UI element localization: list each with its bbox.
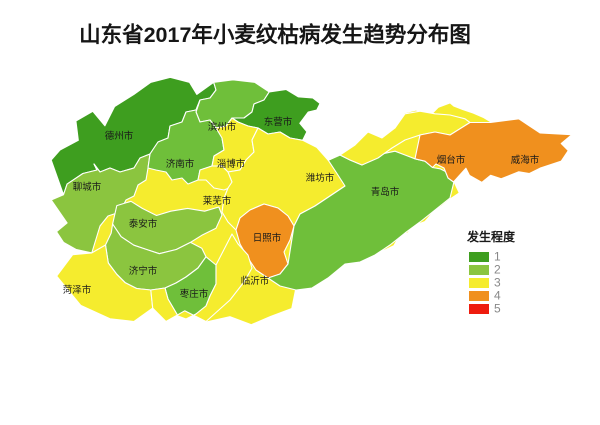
svg-text:临沂市: 临沂市 — [241, 275, 270, 287]
svg-text:烟台市: 烟台市 — [437, 154, 466, 166]
svg-text:青岛市: 青岛市 — [371, 186, 400, 198]
svg-text:威海市: 威海市 — [511, 154, 540, 166]
svg-text:山东省2017年小麦纹枯病发生趋势分布图: 山东省2017年小麦纹枯病发生趋势分布图 — [79, 22, 471, 47]
svg-text:东营市: 东营市 — [264, 116, 293, 128]
svg-text:聊城市: 聊城市 — [73, 181, 102, 193]
svg-text:枣庄市: 枣庄市 — [180, 288, 209, 300]
svg-text:德州市: 德州市 — [105, 130, 134, 142]
svg-text:4: 4 — [494, 289, 501, 303]
svg-text:滨州市: 滨州市 — [208, 121, 237, 133]
svg-text:济宁市: 济宁市 — [129, 265, 158, 277]
svg-text:日照市: 日照市 — [253, 232, 282, 244]
svg-text:菏泽市: 菏泽市 — [63, 284, 92, 296]
svg-text:莱芜市: 莱芜市 — [203, 195, 232, 207]
svg-text:1: 1 — [494, 250, 501, 264]
svg-text:淄博市: 淄博市 — [217, 158, 246, 170]
svg-text:发生程度: 发生程度 — [466, 229, 516, 244]
svg-text:3: 3 — [494, 276, 501, 290]
svg-text:2: 2 — [494, 263, 501, 277]
svg-text:潍坊市: 潍坊市 — [306, 172, 335, 184]
svg-text:济南市: 济南市 — [166, 158, 195, 170]
svg-text:5: 5 — [494, 302, 501, 316]
svg-text:泰安市: 泰安市 — [129, 218, 158, 230]
